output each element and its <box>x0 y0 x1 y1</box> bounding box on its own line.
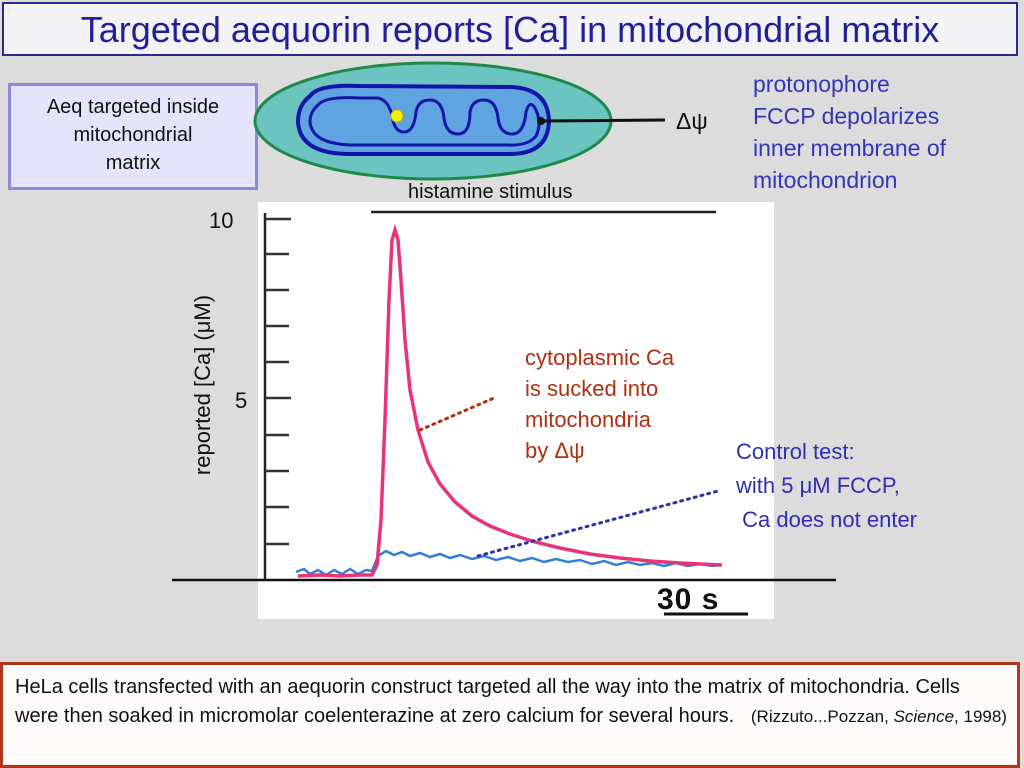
citation-authors: (Rizzuto...Pozzan, <box>750 707 894 726</box>
plot-background <box>258 202 774 619</box>
cyto-note-line: cytoplasmic Ca <box>525 345 675 370</box>
protonophore-line: FCCP depolarizes <box>753 103 940 129</box>
experiment-trace <box>297 223 723 578</box>
control-note: Control test: with 5 μM FCCP, Ca does no… <box>736 435 917 537</box>
citation-journal: Science <box>893 707 955 726</box>
aeq-targeting-box: Aeq targeted inside mitochondrial matrix <box>8 83 258 190</box>
delta-psi-label: Δψ <box>676 108 708 134</box>
caption-main: HeLa cells transfected with an aequorin … <box>15 676 960 727</box>
aeq-box-line: Aeq targeted inside <box>46 96 220 118</box>
protonophore-line: inner membrane of <box>753 135 947 161</box>
y-axis-ticks <box>265 217 291 546</box>
protonophore-line: protonophore <box>753 71 890 97</box>
mitochondrion-cristae <box>308 96 541 147</box>
delta-psi-pointer <box>540 118 666 123</box>
control-note-line: Ca does not enter <box>736 507 918 532</box>
protonophore-line: mitochondrion <box>753 167 898 193</box>
citation-year: , 1998) <box>954 707 1007 726</box>
cyto-note-line: by Δψ <box>525 438 585 463</box>
protonophore-note: protonophore FCCP depolarizes inner memb… <box>753 68 946 196</box>
time-scale-label: 30 s <box>657 583 720 616</box>
caption-citation: (Rizzuto...Pozzan, Science, 1998) <box>751 707 1007 726</box>
cytoplasmic-note: cytoplasmic Ca is sucked into mitochondr… <box>525 342 674 466</box>
control-trace <box>295 549 722 577</box>
aeq-box-line: matrix <box>105 152 161 174</box>
cyto-note-line: mitochondria <box>525 407 651 432</box>
control-annotation-pointer <box>476 489 720 558</box>
page-title: Targeted aequorin reports [Ca] in mitoch… <box>2 2 1018 56</box>
delta-psi-pointer-dot <box>537 117 545 125</box>
histamine-stimulus-label: histamine stimulus <box>408 181 573 203</box>
control-note-line: Control test: <box>736 439 855 464</box>
cyto-annotation-pointer <box>418 396 496 432</box>
aeq-box-line: mitochondrial <box>73 124 193 146</box>
y-axis-label: reported [Ca] (μM) <box>190 294 215 476</box>
figure-caption: HeLa cells transfected with an aequorin … <box>0 662 1020 768</box>
y-tick-label-5: 5 <box>235 388 248 413</box>
aequorin-dot <box>390 109 404 123</box>
y-tick-label-10: 10 <box>209 208 234 233</box>
control-note-line: with 5 μM FCCP, <box>736 473 900 498</box>
cyto-note-line: is sucked into <box>525 376 659 401</box>
